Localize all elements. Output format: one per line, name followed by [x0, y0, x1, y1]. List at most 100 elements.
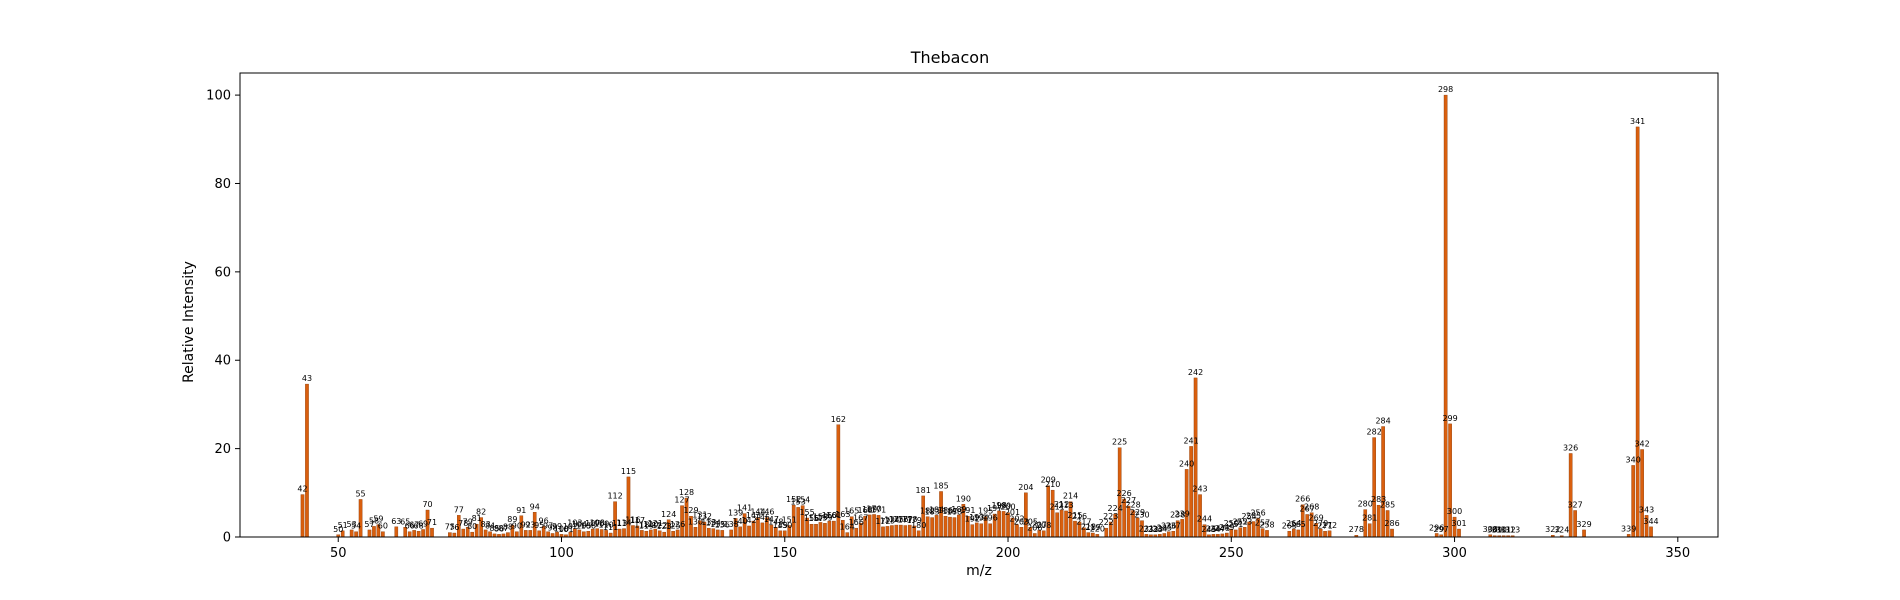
bar-mz-145: [760, 522, 765, 538]
bar-mz-105: [582, 531, 586, 538]
peak-label-283: 283: [1371, 495, 1386, 504]
peak-label-110: 110: [599, 520, 614, 529]
peak-label-134: 134: [706, 519, 721, 528]
peak-label-126: 126: [670, 520, 685, 529]
peak-label-340: 340: [1626, 455, 1641, 464]
peak-label-326: 326: [1563, 443, 1578, 452]
peak-label-57: 57: [364, 520, 374, 529]
peak-label-280: 280: [1358, 500, 1373, 509]
bar-mz-296: [1434, 533, 1439, 538]
peak-label-54: 54: [351, 522, 361, 531]
peak-label-203: 203: [1014, 517, 1029, 526]
peak-label-58: 58: [369, 516, 379, 525]
peak-label-109: 109: [594, 519, 609, 528]
peak-label-224: 224: [1108, 504, 1123, 513]
peak-label-148: 148: [768, 517, 783, 526]
bar-mz-208: [1041, 530, 1046, 538]
peak-label-250: 250: [1224, 519, 1239, 528]
bar-mz-187: [948, 516, 952, 538]
bar-mz-164: [845, 532, 850, 538]
peak-label-243: 243: [1192, 485, 1207, 494]
peak-label-200: 200: [1000, 503, 1015, 512]
peak-label-135: 135: [710, 520, 725, 529]
peak-label-242: 242: [1188, 368, 1203, 377]
peak-label-166: 166: [849, 518, 864, 527]
bar-mz-93: [528, 530, 533, 538]
peak-label-178: 178: [902, 515, 917, 524]
peak-label-204: 204: [1018, 483, 1033, 492]
bar-mz-211: [1055, 512, 1059, 538]
peak-label-138: 138: [724, 520, 739, 529]
peak-label-244: 244: [1197, 515, 1212, 524]
peak-label-115: 115: [621, 467, 636, 476]
bar-mz-57: [367, 529, 372, 538]
bar-mz-252: [1238, 527, 1243, 538]
peak-label-159: 159: [817, 513, 832, 522]
peak-label-253: 253: [1237, 517, 1252, 526]
peak-label-233: 233: [1148, 525, 1163, 534]
peak-label-180: 180: [911, 521, 926, 530]
peak-label-53: 53: [347, 520, 357, 529]
bar-mz-219: [1091, 532, 1095, 538]
bar-mz-63: [394, 526, 399, 538]
bar-mz-125: [671, 531, 675, 538]
peak-label-65: 65: [400, 517, 410, 526]
peak-label-102: 102: [563, 522, 578, 531]
peak-label-281: 281: [1362, 514, 1377, 523]
bar-mz-75: [448, 532, 452, 538]
bar-mz-76: [452, 532, 457, 538]
peak-label-106: 106: [581, 521, 596, 530]
bar-mz-202: [1015, 524, 1019, 538]
peak-label-113: 113: [612, 519, 627, 528]
peak-label-93: 93: [525, 520, 535, 529]
peak-label-192: 192: [965, 515, 980, 524]
peak-label-254: 254: [1242, 512, 1257, 521]
bar-mz-78: [461, 528, 466, 538]
peak-label-86: 86: [494, 524, 504, 533]
bar-mz-106: [586, 531, 591, 538]
peak-label-99: 99: [552, 522, 562, 531]
peak-label-146: 146: [759, 508, 774, 517]
peak-label-313: 313: [1505, 526, 1520, 535]
bar-mz-301: [1457, 528, 1461, 538]
peak-label-209: 209: [1041, 476, 1056, 485]
peak-label-116: 116: [625, 516, 640, 525]
peak-label-160: 160: [822, 511, 837, 520]
peak-label-112: 112: [607, 492, 622, 501]
peak-label-297: 297: [1434, 525, 1449, 534]
peak-label-130: 130: [688, 517, 703, 526]
bar-mz-161: [832, 520, 836, 538]
peak-label-170: 170: [866, 504, 881, 513]
bar-mz-149: [778, 530, 783, 538]
peak-label-278: 278: [1349, 525, 1364, 534]
bar-mz-71: [430, 527, 434, 538]
peak-label-94: 94: [530, 502, 540, 511]
peak-label-140: 140: [732, 517, 747, 526]
bar-mz-271: [1323, 531, 1327, 538]
peak-label-226: 226: [1116, 489, 1131, 498]
peak-label-122: 122: [652, 521, 667, 530]
peak-label-343: 343: [1639, 505, 1654, 514]
peak-label-114: 114: [616, 519, 631, 528]
peak-label-51: 51: [338, 521, 348, 530]
peak-label-271: 271: [1317, 521, 1332, 530]
peak-label-258: 258: [1259, 520, 1274, 529]
y-tick-label-0: 0: [223, 531, 231, 546]
peak-label-263: 263: [1282, 521, 1297, 530]
peak-label-121: 121: [648, 519, 663, 528]
bar-mz-326: [1568, 453, 1573, 538]
peak-label-223: 223: [1103, 512, 1118, 521]
peak-label-194: 194: [974, 514, 989, 523]
bar-mz-184: [934, 515, 939, 538]
bar-mz-212: [1059, 509, 1064, 538]
peak-label-256: 256: [1250, 508, 1265, 517]
peak-label-327: 327: [1567, 500, 1582, 509]
peak-label-264: 264: [1286, 519, 1301, 528]
peak-label-152: 152: [786, 495, 801, 504]
x-tick-label-200: 200: [996, 546, 1021, 561]
peak-label-222: 222: [1099, 518, 1114, 527]
peak-label-234: 234: [1152, 524, 1167, 533]
peak-label-76: 76: [449, 523, 459, 532]
peak-label-268: 268: [1304, 503, 1319, 512]
y-tick-label-80: 80: [214, 177, 231, 192]
